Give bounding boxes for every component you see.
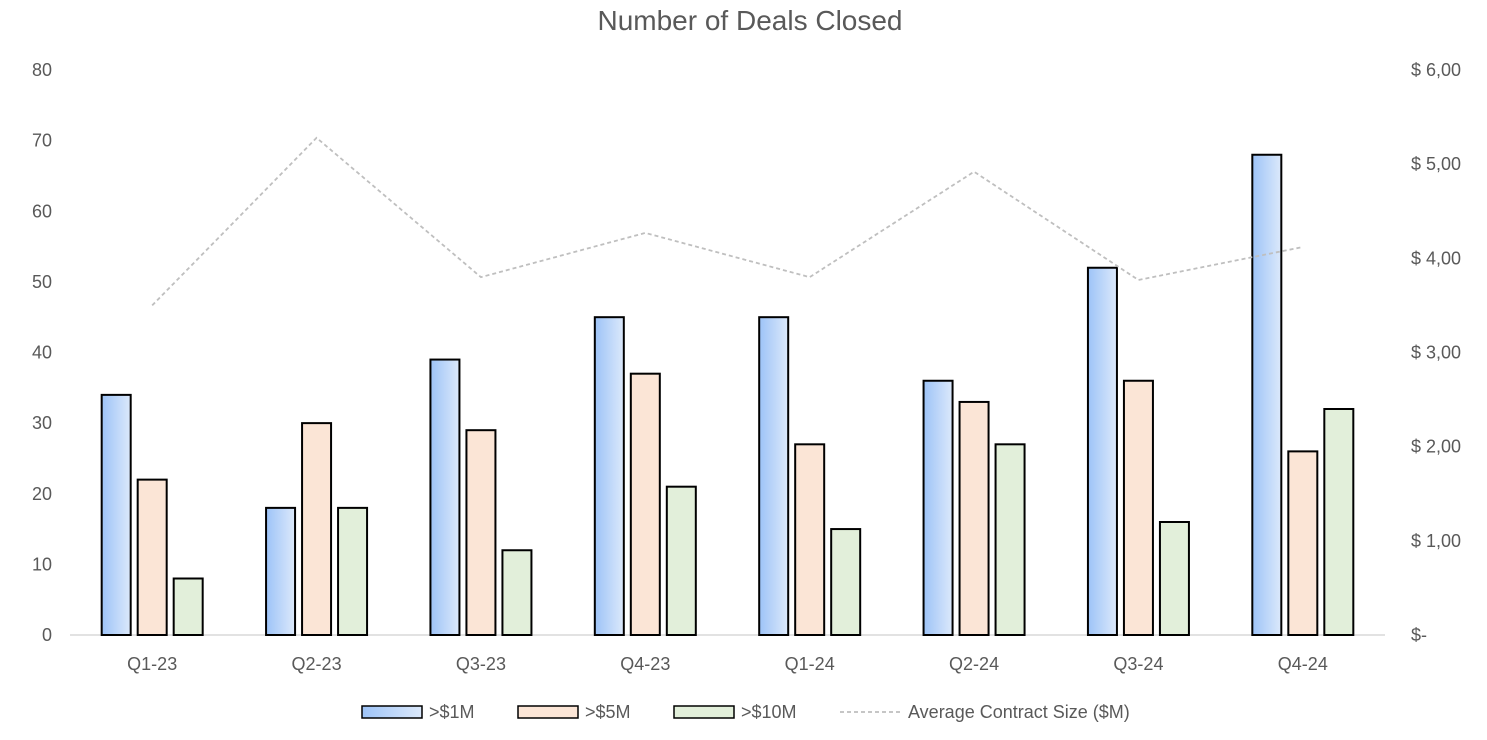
bar-10M-Q2-24	[994, 443, 1026, 636]
bar-10M-Q1-24	[830, 528, 862, 636]
bar-1M-Q2-24	[922, 379, 954, 636]
legend-swatch	[673, 705, 735, 719]
y-right-tick-label: $ 5,00	[1411, 154, 1461, 174]
x-tick-label: Q1-23	[127, 654, 177, 674]
y-left-tick-label: 70	[32, 131, 52, 151]
bar-5M-Q4-23	[629, 372, 661, 636]
y-right-tick-label: $ 6,00	[1411, 60, 1461, 80]
bar-10M-Q3-24	[1158, 521, 1190, 636]
y-left-tick-label: 50	[32, 272, 52, 292]
x-tick-label: Q4-24	[1278, 654, 1328, 674]
legend-label: >$1M	[429, 702, 475, 722]
y-left-tick-label: 80	[32, 60, 52, 80]
legend-label: >$5M	[585, 702, 631, 722]
bar-1M-Q3-23	[429, 358, 461, 636]
y-right-tick-label: $ 1,00	[1411, 531, 1461, 551]
y-left-tick-label: 40	[32, 343, 52, 363]
bar-5M-Q4-24	[1287, 450, 1319, 636]
x-tick-label: Q4-23	[620, 654, 670, 674]
bar-1M-Q4-24	[1251, 153, 1283, 636]
y-right-tick-label: $-	[1411, 625, 1427, 645]
y-left-tick-label: 10	[32, 554, 52, 574]
x-tick-label: Q3-24	[1113, 654, 1163, 674]
bar-5M-Q3-23	[465, 429, 497, 636]
y-left-tick-label: 0	[42, 625, 52, 645]
y-left-tick-label: 30	[32, 413, 52, 433]
plot-area: 0 10 20 30 40 50 60 70 80 $- $ 1,00 $ 2,00 $ 3,00 $ 4…	[32, 60, 1461, 674]
legend-swatch	[517, 705, 579, 719]
x-tick-label: Q1-24	[785, 654, 835, 674]
y-left-tick-label: 60	[32, 201, 52, 221]
bar-1M-Q4-23	[593, 316, 625, 636]
y-right-tick-label: $ 3,00	[1411, 343, 1461, 363]
bar-5M-Q1-23	[136, 478, 168, 636]
legend-swatch	[361, 705, 423, 719]
bar-5M-Q2-23	[301, 422, 333, 636]
bar-10M-Q1-23	[172, 577, 204, 636]
y-left-tick-label: 20	[32, 484, 52, 504]
legend-label: Average Contract Size ($M)	[908, 702, 1130, 722]
x-tick-label: Q3-23	[456, 654, 506, 674]
y-right-tick-label: $ 2,00	[1411, 437, 1461, 457]
bar-10M-Q3-23	[501, 549, 533, 636]
bar-5M-Q1-24	[794, 443, 826, 636]
bar-1M-Q1-23	[100, 393, 132, 636]
bar-1M-Q2-23	[265, 506, 297, 636]
legend: >$1M >$5M >$10M Average Contract Size ($M)	[361, 702, 1130, 722]
line-average-contract-size	[151, 136, 1303, 307]
legend-label: >$10M	[741, 702, 797, 722]
bar-10M-Q4-23	[665, 485, 697, 636]
chart-title: Number of Deals Closed	[597, 5, 902, 36]
bar-10M-Q4-24	[1323, 408, 1355, 636]
bar-5M-Q3-24	[1122, 379, 1154, 636]
y-right-tick-label: $ 4,00	[1411, 248, 1461, 268]
bar-1M-Q3-24	[1086, 266, 1118, 636]
x-tick-label: Q2-23	[292, 654, 342, 674]
x-tick-label: Q2-24	[949, 654, 999, 674]
bar-10M-Q2-23	[337, 506, 369, 636]
bar-5M-Q2-24	[958, 400, 990, 636]
bar-1M-Q1-24	[758, 316, 790, 636]
